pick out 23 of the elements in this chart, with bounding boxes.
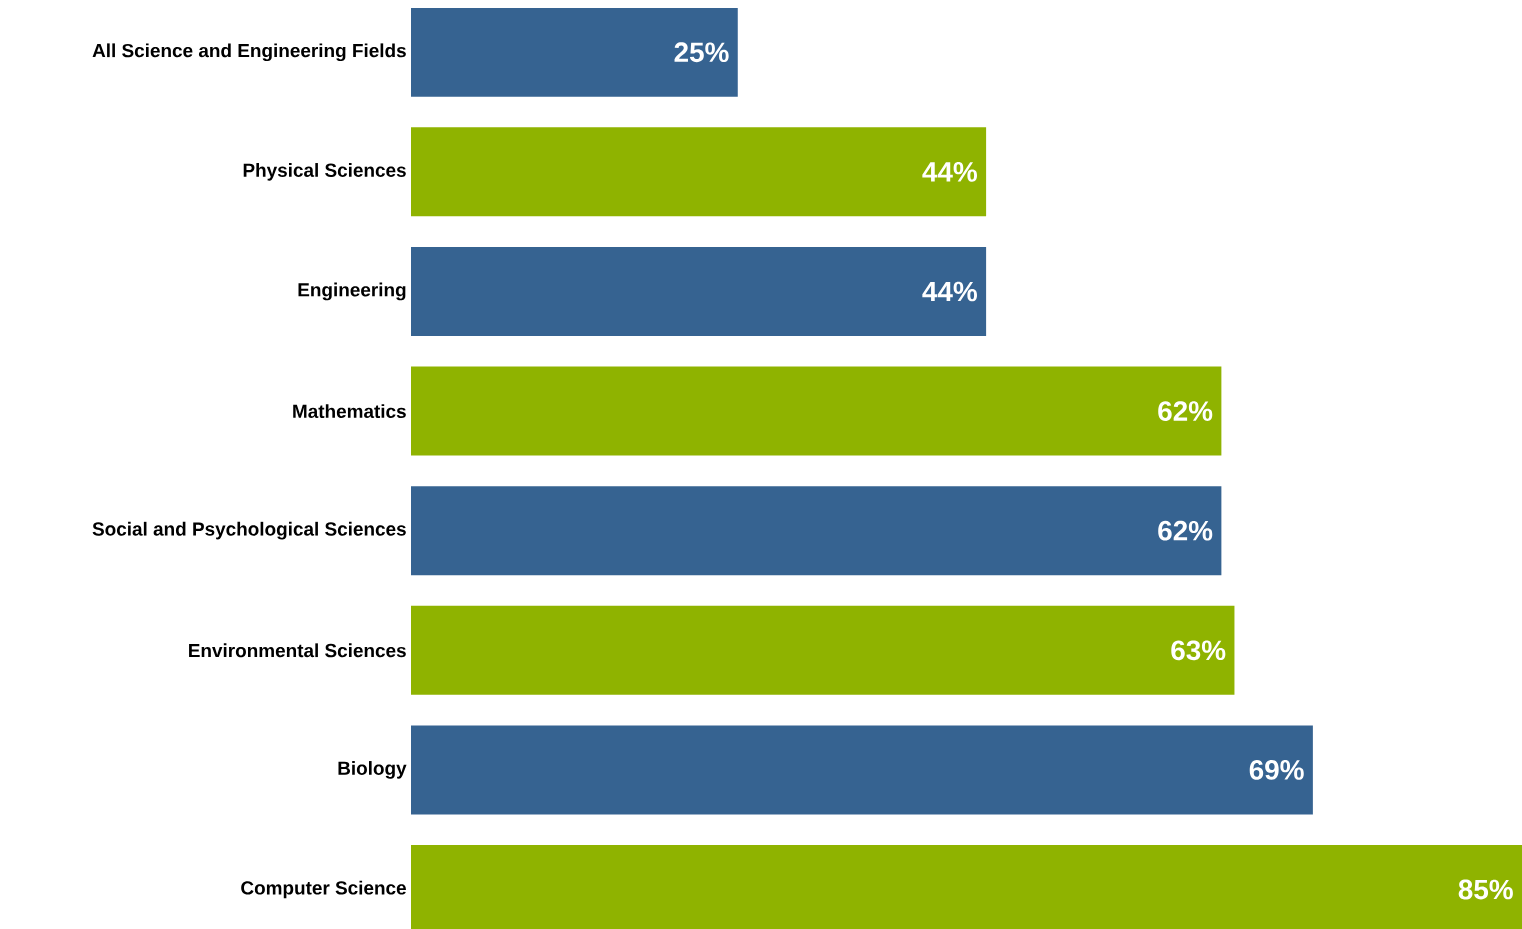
bar	[411, 605, 1235, 695]
bar	[411, 8, 738, 97]
data-label: 62%	[1158, 520, 1213, 541]
data-label: 85%	[1458, 879, 1513, 900]
y-tick-label: Social and Psychological Sciences	[92, 521, 406, 540]
y-tick-label: Biology	[338, 761, 407, 779]
bar	[411, 246, 987, 336]
data-label: 63%	[1171, 640, 1226, 661]
data-label: 62%	[1158, 401, 1213, 421]
bar	[411, 366, 1222, 456]
y-tick-label: Physical Sciences	[243, 163, 406, 181]
bar	[411, 486, 1222, 576]
y-tick-label: All Science and Engineering Fields	[92, 43, 406, 62]
data-label: 69%	[1249, 760, 1304, 780]
y-tick-label: Environmental Sciences	[189, 643, 406, 658]
bar	[411, 725, 1313, 815]
bar	[411, 127, 987, 217]
data-label: 25%	[674, 42, 729, 63]
data-label: 44%	[922, 162, 977, 182]
y-tick-label: Computer Science	[241, 880, 406, 899]
y-tick-label: Engineering	[298, 282, 406, 301]
data-label: 44%	[922, 281, 977, 302]
y-tick-label: Mathematics	[293, 404, 406, 419]
